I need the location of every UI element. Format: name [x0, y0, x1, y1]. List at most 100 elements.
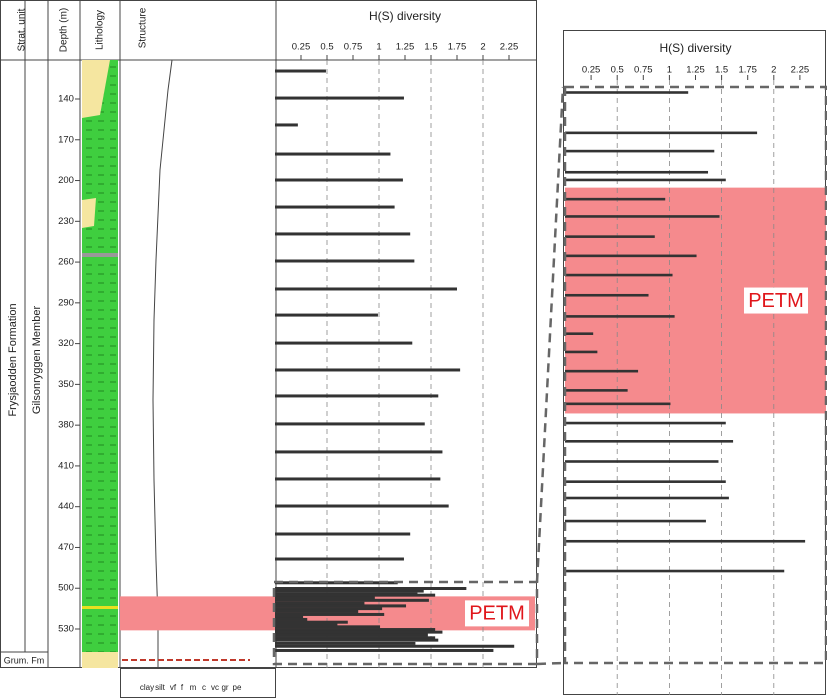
grain-size-label: clay [140, 683, 154, 692]
bar [275, 450, 443, 454]
y-tick-label: 500 [58, 583, 74, 594]
bar [565, 519, 706, 523]
bar [275, 617, 308, 621]
x-tick-label: 2.25 [500, 42, 519, 53]
bar [565, 421, 726, 425]
petm-label: PETM [748, 290, 804, 312]
bar [565, 149, 715, 153]
bar [565, 178, 726, 182]
column-frame [0, 0, 537, 698]
grain-size-label: m [190, 683, 197, 692]
bar [565, 440, 734, 443]
bar [565, 315, 675, 318]
bar [275, 638, 439, 642]
bar [275, 641, 416, 645]
bar [275, 232, 411, 236]
bar [275, 532, 411, 536]
x-tick-label: 1 [667, 65, 672, 76]
bar [565, 273, 673, 277]
bar [275, 615, 304, 619]
bar [565, 350, 598, 354]
bar [275, 422, 425, 426]
grain-size-label: vc [211, 683, 219, 692]
y-tick-label: 440 [58, 501, 74, 512]
grain-size-scale: clay silt vf f m c vc gr pe [140, 683, 242, 692]
bar [275, 394, 439, 398]
bar [275, 620, 348, 624]
bar [275, 313, 378, 317]
bar [565, 197, 666, 201]
structure-outline [122, 59, 250, 668]
bar [565, 131, 758, 135]
bar [565, 569, 785, 573]
lithology-fill [82, 60, 118, 668]
bar [275, 607, 383, 611]
bar [275, 633, 428, 637]
y-tick-label: 260 [58, 257, 74, 268]
bar [565, 539, 806, 543]
x-tick-label: 1 [376, 42, 381, 53]
bar [275, 368, 461, 372]
bar [275, 69, 326, 73]
x-tick-label: 1.5 [424, 42, 437, 53]
petm-label: PETM [469, 603, 525, 625]
plots: H(S) diversity 0.25 0.5 0.75 1 1.25 1.5 1.75 2 2.… [58, 9, 827, 695]
bar [275, 589, 424, 593]
bar [275, 504, 449, 508]
x-tick-label: 1.25 [686, 65, 705, 76]
y-tick-label: 230 [58, 216, 74, 227]
bar [275, 152, 391, 156]
x-tick-label: 0.5 [320, 42, 333, 53]
x-tick-label: 1.25 [396, 42, 415, 53]
bar [565, 293, 649, 297]
x-tick-label: 2.25 [791, 65, 810, 76]
zoom-connectors [535, 86, 565, 666]
bar [565, 460, 719, 463]
grain-size-label: pe [233, 683, 242, 692]
x-tick-label: 0.25 [582, 65, 601, 76]
y-tick-label: 140 [58, 94, 74, 105]
bar [565, 480, 726, 483]
bar [275, 625, 381, 629]
bar [275, 644, 515, 648]
bar [275, 341, 413, 345]
y-tick-label: 530 [58, 624, 74, 635]
bar [565, 402, 671, 406]
petm-label-bg [744, 287, 808, 314]
lower-unit-label: Grum. Fm [4, 655, 45, 665]
bar [275, 612, 385, 616]
bar [275, 593, 436, 597]
bar [275, 636, 436, 640]
bar [275, 96, 404, 100]
x-tick-label: 1.5 [715, 65, 728, 76]
bar [275, 205, 395, 209]
bar [275, 178, 403, 182]
bar [565, 254, 697, 258]
bar [565, 235, 655, 238]
y-tick-label: 290 [58, 297, 74, 308]
y-tick-label: 170 [58, 134, 74, 145]
x-tick-label: 0.75 [344, 42, 363, 53]
y-tick-label: 320 [58, 338, 74, 349]
zoom-box [272, 580, 539, 666]
formation-label: Frysjaodden Formation [7, 303, 19, 416]
bar [275, 601, 365, 605]
member-label: Gilsonryggen Member [31, 306, 43, 415]
depth-header: Depth (m) [59, 8, 70, 52]
grain-size-label: f [181, 683, 184, 692]
grain-size-label: c [202, 683, 206, 692]
lithology-header: Lithology [95, 10, 106, 50]
chart: H(S) diversity 0.25 0.5 0.75 1 1.25 1.5 1.75 2 2.… [58, 9, 539, 668]
bar [275, 628, 436, 632]
grain-size-label: vf [170, 683, 177, 692]
x-tick-label: 2 [771, 65, 776, 76]
bar [565, 91, 689, 94]
bar [565, 369, 639, 373]
bar [275, 623, 338, 627]
grain-size-label: gr [221, 683, 228, 692]
x-tick-label: 0.25 [292, 42, 311, 53]
y-tick-label: 380 [58, 420, 74, 431]
strat-unit-header: Strat. unit [17, 8, 28, 51]
petm-label-bg [465, 600, 529, 627]
